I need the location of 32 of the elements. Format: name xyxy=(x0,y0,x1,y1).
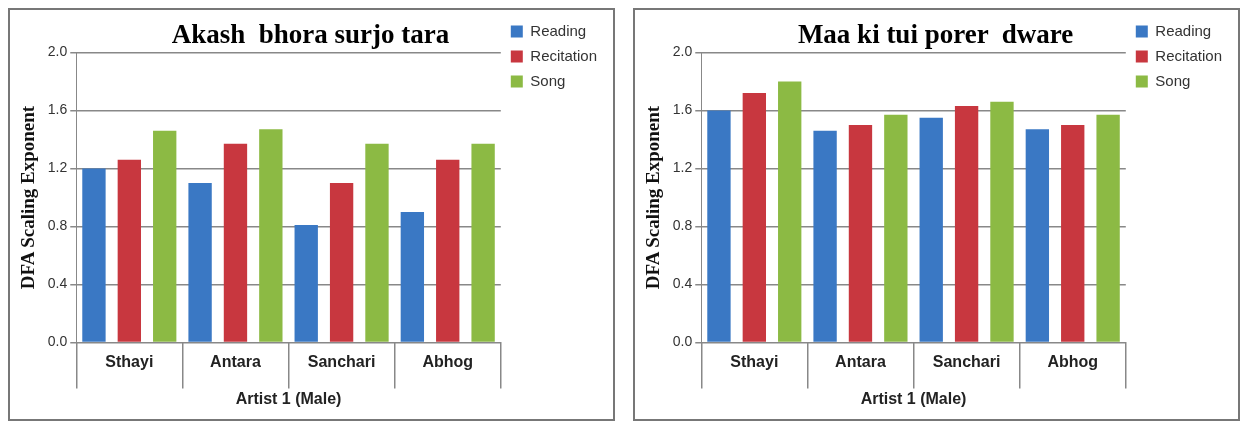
y-tick-label: 1.2 xyxy=(47,159,68,176)
x-axis-title: Artist 1 (Male) xyxy=(860,389,967,407)
x-axis-title: Artist 1 (Male) xyxy=(235,389,342,407)
legend-label: Recitation xyxy=(530,46,597,64)
y-tick-label: 0.0 xyxy=(672,333,693,350)
x-tick-label: Antara xyxy=(210,352,261,370)
y-tick-label: 0.4 xyxy=(47,275,68,292)
y-tick-label: 1.2 xyxy=(672,159,693,176)
y-tick-label: 1.6 xyxy=(47,101,68,118)
y-tick-label: 0.8 xyxy=(47,217,68,234)
y-tick-label: 0.4 xyxy=(672,275,693,292)
y-tick-label: 0.0 xyxy=(47,333,68,350)
y-tick-label: 2.0 xyxy=(672,43,693,60)
y-tick-label: 0.8 xyxy=(672,217,693,234)
chart-title: Maa ki tui porer dware xyxy=(797,19,1074,50)
y-axis-title: DFA Scaling Exponent xyxy=(642,105,664,290)
x-tick-label: Sthayi xyxy=(105,352,154,370)
legend-label: Reading xyxy=(1155,21,1212,39)
y-tick-label: 2.0 xyxy=(47,43,68,60)
x-tick-label: Sthayi xyxy=(730,352,779,370)
legend-label: Reading xyxy=(530,21,587,39)
chart-title: Akash bhora surjo tara xyxy=(171,19,450,50)
x-tick-label: Abhog xyxy=(422,352,474,370)
x-tick-label: Sanchari xyxy=(932,352,1001,370)
x-tick-label: Sanchari xyxy=(307,352,376,370)
x-tick-label: Abhog xyxy=(1047,352,1099,370)
legend-label: Song xyxy=(530,71,566,89)
y-tick-label: 1.6 xyxy=(672,101,693,118)
x-tick-label: Antara xyxy=(835,352,886,370)
y-axis-title: DFA Scaling Exponent xyxy=(17,105,39,290)
legend-label: Song xyxy=(1155,71,1191,89)
legend-label: Recitation xyxy=(1155,46,1222,64)
